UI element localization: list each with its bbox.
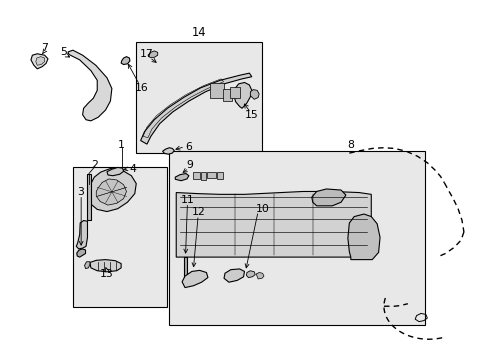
Polygon shape bbox=[183, 257, 187, 277]
Text: 17: 17 bbox=[140, 49, 154, 59]
Polygon shape bbox=[176, 192, 370, 257]
Text: 2: 2 bbox=[91, 159, 98, 170]
Polygon shape bbox=[200, 172, 206, 180]
Polygon shape bbox=[36, 57, 44, 65]
Polygon shape bbox=[107, 167, 123, 176]
Polygon shape bbox=[311, 189, 345, 206]
Polygon shape bbox=[31, 54, 48, 69]
Polygon shape bbox=[87, 168, 136, 212]
Text: 8: 8 bbox=[346, 140, 353, 150]
Polygon shape bbox=[246, 271, 255, 278]
Polygon shape bbox=[148, 51, 158, 57]
Text: 11: 11 bbox=[180, 195, 194, 205]
Text: 12: 12 bbox=[191, 207, 204, 217]
Polygon shape bbox=[222, 89, 232, 101]
Polygon shape bbox=[233, 82, 251, 108]
Polygon shape bbox=[210, 83, 224, 98]
Polygon shape bbox=[96, 179, 126, 205]
Text: 3: 3 bbox=[78, 187, 84, 197]
Text: 15: 15 bbox=[244, 111, 258, 121]
Polygon shape bbox=[77, 249, 85, 257]
Text: 10: 10 bbox=[256, 204, 269, 214]
Polygon shape bbox=[87, 174, 91, 220]
Text: 6: 6 bbox=[184, 141, 191, 152]
Polygon shape bbox=[76, 221, 87, 249]
Polygon shape bbox=[175, 174, 188, 181]
Text: 7: 7 bbox=[41, 43, 48, 53]
Polygon shape bbox=[90, 260, 121, 272]
Bar bbox=[168, 151, 424, 325]
Polygon shape bbox=[84, 262, 90, 269]
Bar bbox=[73, 167, 166, 307]
Polygon shape bbox=[207, 172, 216, 178]
Polygon shape bbox=[256, 273, 264, 279]
Polygon shape bbox=[68, 50, 112, 121]
Polygon shape bbox=[162, 148, 174, 154]
Polygon shape bbox=[121, 57, 130, 64]
Text: 13: 13 bbox=[100, 269, 114, 279]
Text: 9: 9 bbox=[186, 160, 193, 170]
Text: 4: 4 bbox=[130, 163, 137, 174]
Bar bbox=[136, 42, 261, 153]
Polygon shape bbox=[224, 269, 244, 282]
Polygon shape bbox=[217, 172, 223, 179]
Polygon shape bbox=[347, 214, 379, 260]
Polygon shape bbox=[141, 73, 251, 144]
Text: 5: 5 bbox=[61, 47, 67, 57]
Polygon shape bbox=[229, 87, 239, 98]
Polygon shape bbox=[182, 270, 207, 288]
Text: 16: 16 bbox=[135, 83, 149, 93]
Text: 14: 14 bbox=[191, 26, 205, 39]
Polygon shape bbox=[192, 172, 199, 179]
Polygon shape bbox=[250, 90, 259, 99]
Text: 1: 1 bbox=[118, 140, 125, 150]
